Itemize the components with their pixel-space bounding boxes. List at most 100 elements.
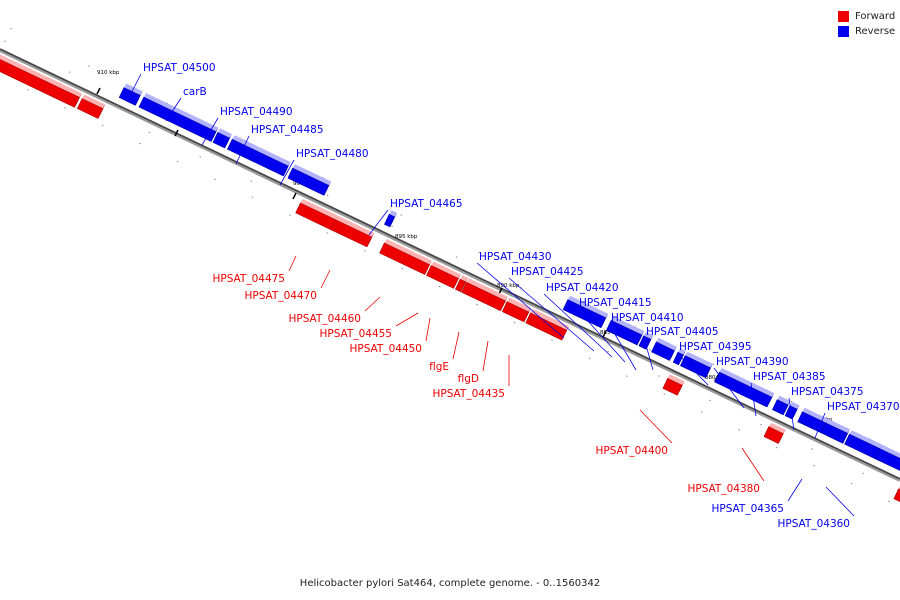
gene-arrow [461,281,506,312]
gene-label: HPSAT_04395 [679,341,752,353]
gene-leader-line [425,317,431,342]
gene-leader-line [288,255,297,272]
scale-tick [602,330,607,338]
gene-leader-line [201,117,219,146]
gene-arrow [383,213,395,228]
gene-arrow [763,426,784,444]
gene-arrow [455,278,466,293]
gene-label: HPSAT_04360 [777,518,850,530]
gene-bevel [530,308,569,331]
gene-label: HPSAT_04460 [288,313,361,325]
gene-leader-line [825,486,855,517]
genome-caption: Helicobacter pylori Sat464, complete gen… [299,578,601,589]
gene-bevel [768,422,786,434]
gene-label: HPSAT_04465 [390,198,463,210]
gene-leader-line [787,478,803,502]
gene-bevel [719,368,775,398]
gene-label: flgE [429,361,449,373]
gene-leader-line [750,382,757,417]
gene-label: HPSAT_04390 [716,356,789,368]
gene-leader-line [508,277,595,352]
legend-label-forward: Forward [855,11,896,22]
genome-backbone-shadow [0,48,900,482]
gene-leader-line [368,209,389,236]
gene-label: HPSAT_04410 [611,312,684,324]
gene-bevel [611,316,645,335]
gene-bevel [567,295,609,318]
gene-leader-line [576,308,626,363]
gene-leader-line [452,331,460,360]
gene-arrow [771,399,789,416]
gene-label: HPSAT_04375 [791,386,864,398]
gene-arrow [379,242,430,275]
scale-tick-label: 895 kbp [395,234,418,240]
gene-label: HPSAT_04400 [595,445,668,457]
gene-arrow [820,422,848,444]
gene-leader-line [788,397,795,431]
gene-label: HPSAT_04470 [244,290,317,302]
gene-bevel [643,331,654,340]
gene-label: HPSAT_04435 [432,388,505,400]
gene-arrow [893,488,900,502]
gene-bevel [507,297,532,312]
gene-arrow [501,301,530,323]
scale-tick-label: 910 kbp [97,70,120,76]
gene-leader-line [364,296,381,312]
gene-leader-line [395,312,419,327]
gene-bevel [335,215,375,237]
gene-bevel [677,348,686,355]
gene-label: HPSAT_04475 [212,273,285,285]
gene-arrow [138,96,217,142]
track-guide-1 [0,76,890,503]
legend-label-reverse: Reverse [855,26,896,37]
gene-leader-line [713,367,745,409]
gene-arrow [0,59,80,108]
gene-bevel [431,261,461,279]
gene-bevel [825,419,850,434]
gene-bevel [217,128,232,138]
gene-bevel [82,94,106,109]
gene-label: HPSAT_04480 [296,148,369,160]
gene-arrow [76,98,104,119]
reverse-swatch [838,26,849,37]
gene-bevel [656,337,677,351]
gene-leader-line [676,352,709,386]
gene-label: HPSAT_04450 [349,343,422,355]
gene-label: flgD [458,373,479,385]
gene-label: HPSAT_04365 [711,503,784,515]
gene-bevel [389,210,397,217]
gene-label: HPSAT_04370 [827,401,900,413]
genome-backbone [0,48,900,480]
gene-arrow [714,371,773,408]
gene-label: HPSAT_04500 [143,62,216,74]
gene-bevel [0,54,82,98]
gene-leader-line [814,412,826,439]
scale-tick [292,192,297,200]
gene-arrow [330,219,373,248]
gene-leader-line [608,323,637,371]
gene-label: HPSAT_04420 [546,282,619,294]
gene-arrow [680,355,711,379]
gene-bevel [466,278,508,301]
gene-arrow [525,312,568,341]
gene-arrow [662,378,683,396]
gene-arrow [212,132,230,149]
gene-bevel [777,395,791,405]
gene-bevel [802,407,829,423]
gene-leader-line [279,159,295,186]
gene-leader-line [320,269,331,289]
gene-leader-line [482,340,489,372]
gene-label: HPSAT_04425 [511,266,584,278]
legend-item-reverse: Reverse [838,24,895,39]
gene-arrow [606,320,643,346]
gene-bevel [292,164,332,186]
gene-label: HPSAT_04380 [687,483,760,495]
legend: Forward Reverse [838,9,895,39]
gene-arrow [874,448,900,471]
forward-swatch [838,11,849,22]
gene-leader-line [476,262,565,339]
gene-leader-line [165,97,182,122]
gene-arrow [562,299,607,329]
gene-leader-line [741,447,765,482]
